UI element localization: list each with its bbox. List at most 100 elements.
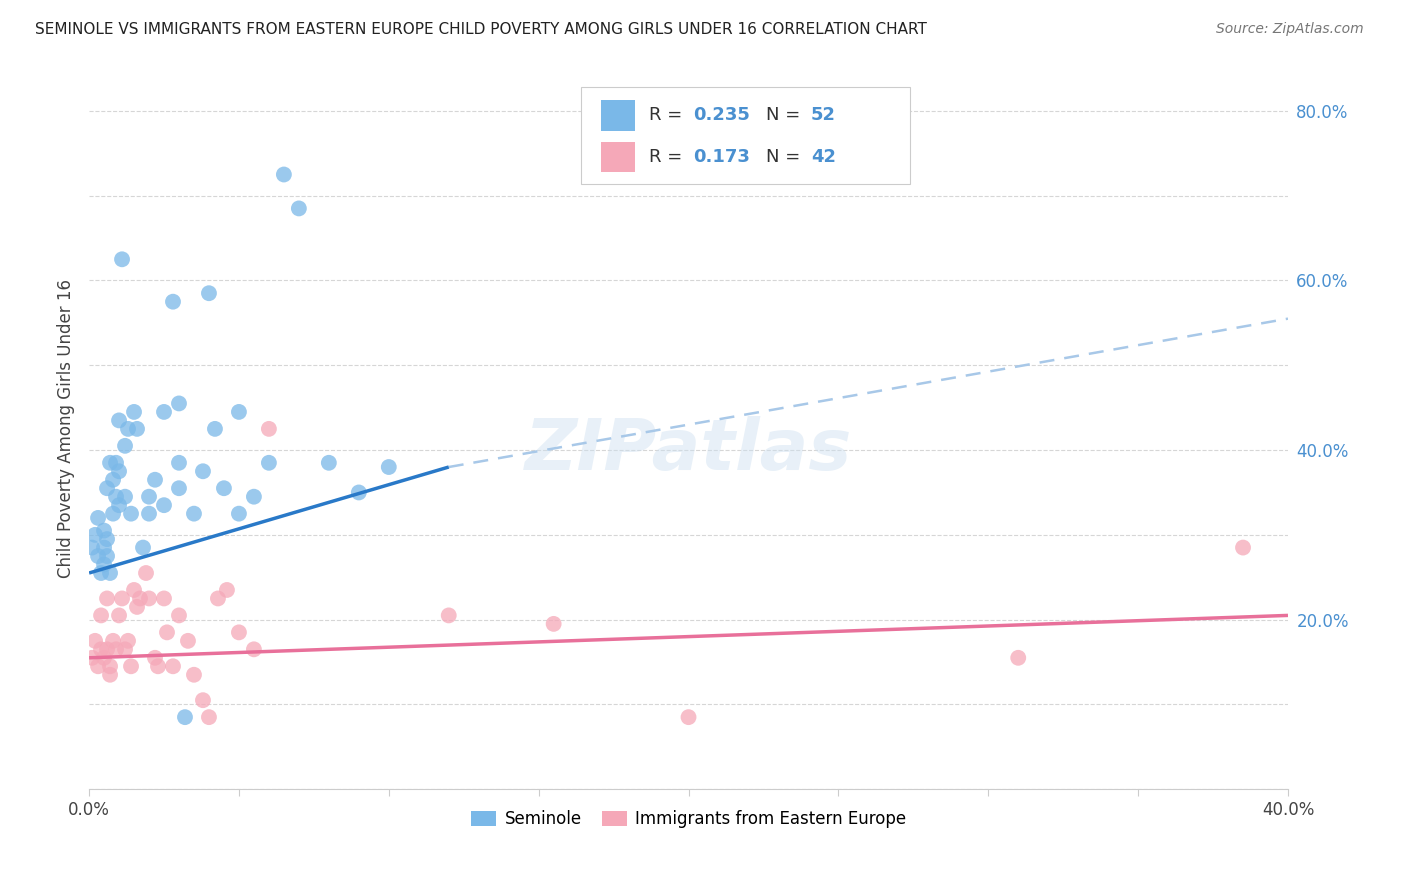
- Point: [122, 582, 145, 597]
- Point: [207, 591, 229, 606]
- Point: [204, 422, 226, 436]
- Point: [120, 659, 142, 673]
- Point: [125, 599, 148, 614]
- Point: [114, 439, 136, 453]
- Point: [191, 693, 214, 707]
- Text: Source: ZipAtlas.com: Source: ZipAtlas.com: [1216, 22, 1364, 37]
- Point: [132, 541, 155, 555]
- Point: [101, 633, 124, 648]
- Text: SEMINOLE VS IMMIGRANTS FROM EASTERN EUROPE CHILD POVERTY AMONG GIRLS UNDER 16 CO: SEMINOLE VS IMMIGRANTS FROM EASTERN EURO…: [35, 22, 927, 37]
- Point: [111, 252, 134, 267]
- Point: [177, 633, 200, 648]
- Text: R =: R =: [650, 106, 688, 124]
- Point: [80, 650, 103, 665]
- Point: [228, 507, 250, 521]
- Point: [90, 566, 112, 580]
- Point: [257, 422, 280, 436]
- Point: [174, 710, 197, 724]
- Point: [243, 490, 266, 504]
- Point: [98, 566, 121, 580]
- Point: [101, 473, 124, 487]
- Point: [96, 642, 118, 657]
- FancyBboxPatch shape: [600, 100, 634, 130]
- Point: [93, 558, 115, 572]
- Point: [191, 464, 214, 478]
- Y-axis label: Child Poverty Among Girls Under 16: Child Poverty Among Girls Under 16: [58, 279, 75, 578]
- Point: [108, 608, 131, 623]
- Point: [153, 591, 176, 606]
- Point: [257, 456, 280, 470]
- Text: 52: 52: [811, 106, 835, 124]
- Point: [143, 650, 166, 665]
- FancyBboxPatch shape: [600, 142, 634, 172]
- Text: R =: R =: [650, 148, 688, 166]
- Point: [117, 422, 139, 436]
- Point: [198, 286, 221, 301]
- Point: [138, 507, 160, 521]
- Text: ZIPatlas: ZIPatlas: [524, 416, 852, 485]
- Point: [183, 667, 205, 681]
- Point: [125, 422, 148, 436]
- Point: [105, 642, 128, 657]
- Point: [93, 524, 115, 538]
- Point: [143, 473, 166, 487]
- Text: N =: N =: [766, 106, 807, 124]
- Point: [90, 608, 112, 623]
- FancyBboxPatch shape: [581, 87, 910, 184]
- Point: [87, 659, 110, 673]
- Point: [318, 456, 340, 470]
- Point: [96, 532, 118, 546]
- Point: [437, 608, 460, 623]
- Point: [162, 659, 184, 673]
- Point: [98, 667, 121, 681]
- Point: [153, 405, 176, 419]
- Point: [347, 485, 370, 500]
- Point: [120, 507, 142, 521]
- Point: [228, 625, 250, 640]
- Point: [117, 633, 139, 648]
- Point: [122, 405, 145, 419]
- Point: [162, 294, 184, 309]
- Point: [288, 202, 311, 216]
- Point: [198, 710, 221, 724]
- Point: [146, 659, 169, 673]
- Legend: Seminole, Immigrants from Eastern Europe: Seminole, Immigrants from Eastern Europe: [464, 804, 912, 835]
- Point: [215, 582, 238, 597]
- Point: [84, 633, 107, 648]
- Point: [167, 396, 190, 410]
- Point: [96, 591, 118, 606]
- Point: [1232, 541, 1254, 555]
- Point: [183, 507, 205, 521]
- Text: 0.173: 0.173: [693, 148, 751, 166]
- Point: [80, 541, 103, 555]
- Point: [105, 456, 128, 470]
- Point: [96, 549, 118, 563]
- Text: 0.235: 0.235: [693, 106, 751, 124]
- Point: [87, 549, 110, 563]
- Text: 42: 42: [811, 148, 835, 166]
- Point: [84, 528, 107, 542]
- Point: [93, 650, 115, 665]
- Point: [138, 591, 160, 606]
- Point: [108, 498, 131, 512]
- Point: [105, 490, 128, 504]
- Point: [167, 608, 190, 623]
- Point: [243, 642, 266, 657]
- Point: [101, 507, 124, 521]
- Point: [98, 659, 121, 673]
- Point: [212, 481, 235, 495]
- Point: [98, 456, 121, 470]
- Point: [90, 642, 112, 657]
- Point: [135, 566, 157, 580]
- Point: [114, 490, 136, 504]
- Point: [87, 511, 110, 525]
- Point: [153, 498, 176, 512]
- Point: [156, 625, 179, 640]
- Point: [108, 413, 131, 427]
- Point: [167, 481, 190, 495]
- Point: [273, 168, 295, 182]
- Point: [96, 481, 118, 495]
- Point: [167, 456, 190, 470]
- Point: [378, 460, 401, 475]
- Text: N =: N =: [766, 148, 807, 166]
